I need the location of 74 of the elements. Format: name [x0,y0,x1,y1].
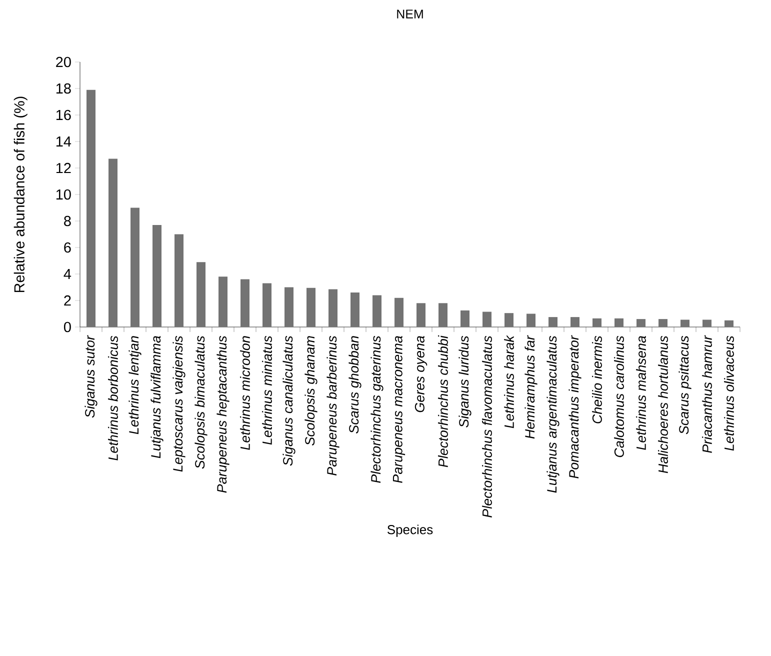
bar [196,262,206,327]
x-tick-label: Plectorhinchus chubbi [438,335,448,468]
x-tick-label: Siganus sutor [84,335,98,418]
x-tick-label: Lethrinus miniatus [262,336,272,445]
x-axis-title: Species [387,524,433,537]
bar [438,303,448,327]
x-tick-label: Parupeneus heptacanthus [216,336,230,493]
x-tick-label: Leptoscarus vaigiensis [172,336,186,472]
bar [526,314,536,327]
x-tick-label: Priacanthus hamrur [702,335,712,453]
x-tick-label: Calotomus carolinus [614,336,624,458]
bar [658,319,668,327]
bar [702,320,712,327]
x-tick-label: Halichoeres hortulanus [658,336,668,474]
y-tick-label: 8 [64,216,71,226]
bar [86,90,96,327]
y-tick-label: 18 [56,83,71,94]
x-tick-label: Cheilio inermis [592,336,602,424]
bar [570,317,580,327]
y-axis-title: Relative abundance of fish (%) [14,96,28,292]
bar [592,318,602,327]
x-tick-label: Plectorhinchus gaterinus [370,336,384,483]
bar [416,303,426,327]
bar [680,320,690,327]
y-tick-label: 14 [56,136,72,146]
bar [152,224,162,327]
x-tick-label: Plectorhinchus flavomaculatus [482,336,492,518]
bar [174,234,184,327]
y-tick-label: 2 [64,295,71,306]
x-tick-label: Scarus psittacus [678,336,692,434]
bar [372,295,382,327]
x-tick-label: Lutjanus argentimaculatus [546,336,560,493]
x-tick-label: Lethrinus lentjan [128,336,142,434]
bar [394,298,404,327]
x-tick-label: Geres oyena [414,336,428,412]
bar [328,289,338,327]
y-tick-label: 16 [56,110,71,120]
bar [504,313,514,327]
chart-title: NEM [397,10,423,18]
x-tick-label: Lethrinus microdon [240,336,250,450]
bar [240,279,250,327]
bar [130,208,140,327]
y-tick-label: 20 [56,56,71,68]
bar [724,320,734,327]
x-tick-label: Parupeneus macronema [392,336,406,483]
y-tick-label: 6 [64,242,71,253]
y-tick-label: 0 [64,322,71,332]
x-tick-label: Scolopsis bimaculatus [194,336,208,469]
bar [108,158,118,327]
x-tick-label: Pomacanthus imperator [568,335,582,478]
x-tick-label: Lethrinus olivaceus [724,336,734,451]
x-tick-label: Scarus ghobban [348,336,362,434]
x-tick-label: Lethrinus mahsena [636,336,646,450]
bar [218,276,228,327]
y-tick-label: 10 [56,189,71,200]
x-tick-label: Scolopsis ghanam [304,336,318,446]
bar [262,283,272,327]
bar [548,317,558,327]
bar [306,288,316,327]
x-tick-label: Lethrinus borbonicus [108,336,118,460]
x-tick-label: Lethrinus harak [504,334,514,428]
bar [350,292,360,327]
x-tick-label: Siganus canaliculatus [282,336,296,466]
bar [460,310,470,327]
bar [636,319,646,327]
bar [614,318,624,327]
bar [482,312,492,327]
x-tick-label: Parupeneus barberinus [326,336,340,476]
x-tick-label: Hemiramphus far [524,335,538,439]
y-tick-label: 4 [64,269,72,279]
x-tick-label: Siganus luridus [458,336,472,428]
bar [284,287,294,327]
y-tick-label: 12 [56,162,71,174]
x-tick-label: Lutjanus fulviflamma [150,336,164,458]
